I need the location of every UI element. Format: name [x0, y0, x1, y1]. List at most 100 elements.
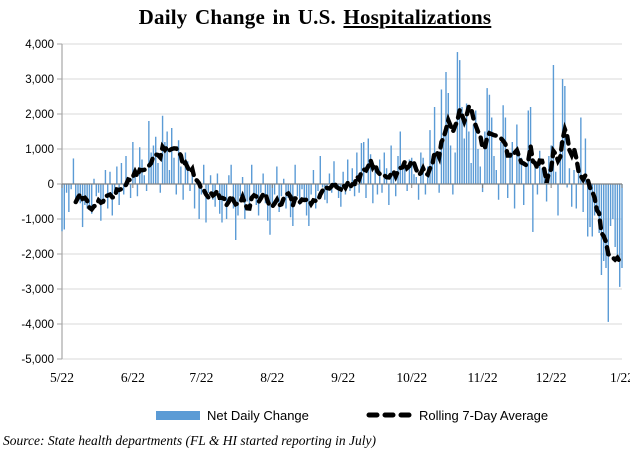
- x-axis-label: 6/22: [121, 370, 145, 385]
- net-daily-change-bar: [541, 168, 543, 184]
- net-daily-change-bar: [461, 107, 463, 184]
- net-daily-change-bar: [310, 184, 312, 195]
- hospitalizations-chart: 4,000 3,000 2,000 1,000 0 -1,000 -2,000 -3,000 -…: [21, 39, 630, 385]
- net-daily-change-bar: [596, 184, 598, 205]
- net-daily-change-bar: [207, 184, 209, 193]
- net-daily-change-bar: [612, 184, 614, 219]
- net-daily-change-bar: [180, 166, 182, 184]
- net-daily-change-bar: [253, 184, 255, 198]
- x-axis-label: 11/22: [467, 370, 497, 385]
- net-daily-change-bar: [75, 184, 77, 202]
- net-daily-change-bar: [264, 184, 267, 204]
- net-daily-change-bar: [68, 184, 70, 212]
- net-daily-change-bar: [111, 184, 113, 216]
- net-daily-change-bar: [324, 184, 326, 200]
- net-daily-change-bar: [276, 166, 278, 184]
- net-daily-change-bar: [397, 156, 399, 184]
- net-daily-change-bar: [415, 177, 417, 184]
- net-daily-change-bar: [568, 168, 571, 184]
- net-daily-change-bar: [479, 166, 481, 184]
- net-daily-change-bar: [381, 184, 383, 193]
- net-daily-change-bar: [321, 184, 324, 188]
- net-daily-change-bar: [317, 184, 319, 191]
- net-daily-change-bar: [237, 184, 239, 216]
- net-daily-change-bar: [241, 177, 244, 184]
- y-axis-label: -3,000: [21, 284, 54, 296]
- net-daily-change-bar: [159, 184, 161, 193]
- x-axis-label: 10/22: [396, 370, 427, 385]
- net-daily-change-bar: [333, 161, 335, 184]
- chart-legend: Net Daily Change Rolling 7-Day Average: [0, 403, 630, 427]
- net-daily-change-bar: [200, 184, 203, 195]
- net-daily-change-bar: [88, 184, 91, 208]
- net-daily-change-bar: [491, 117, 493, 184]
- net-daily-change-bar: [555, 171, 557, 184]
- net-daily-change-bar: [97, 184, 100, 193]
- net-daily-change-bar: [189, 184, 191, 191]
- net-daily-change-bar: [168, 170, 171, 184]
- net-daily-change-bar: [520, 157, 523, 184]
- net-daily-change-bar: [433, 107, 436, 184]
- net-daily-change-bar: [152, 145, 155, 184]
- net-daily-change-bar: [177, 140, 180, 184]
- net-daily-change-bar: [532, 184, 534, 232]
- x-axis-label: 9/22: [331, 370, 355, 385]
- title-part-2: in U.S.: [272, 5, 344, 29]
- net-daily-change-bar: [340, 184, 342, 207]
- net-daily-change-bar: [326, 184, 328, 204]
- net-daily-change-bar: [303, 184, 305, 202]
- net-daily-change-bar: [470, 163, 472, 184]
- net-daily-change-bar: [484, 131, 486, 184]
- net-daily-change-bar: [235, 184, 237, 240]
- net-daily-change-bar: [148, 121, 150, 184]
- net-daily-change-bar: [166, 131, 168, 184]
- net-daily-change-bar: [95, 184, 97, 197]
- net-daily-change-bar: [129, 184, 132, 198]
- net-daily-change-bar: [523, 184, 525, 205]
- net-daily-change-bar: [527, 110, 529, 184]
- net-daily-change-bar: [139, 147, 141, 184]
- net-daily-change-bar: [109, 171, 111, 184]
- net-daily-change-bar: [566, 184, 568, 188]
- net-daily-change-bar: [417, 184, 420, 200]
- net-daily-change-bar: [534, 163, 536, 184]
- net-daily-change-bar: [452, 184, 454, 195]
- title-part-1: Daily Change: [138, 5, 273, 29]
- net-daily-change-bar: [91, 184, 93, 214]
- y-axis-label: 4,000: [25, 39, 54, 51]
- net-daily-change-bar: [399, 131, 401, 184]
- net-daily-change-bar: [486, 88, 488, 184]
- net-daily-change-bar: [363, 142, 365, 184]
- net-daily-change-bar: [353, 184, 356, 197]
- net-daily-change-bar: [77, 184, 79, 200]
- net-daily-change-bar: [559, 142, 561, 184]
- net-daily-change-bar: [145, 184, 148, 191]
- net-daily-change-bar: [557, 184, 559, 216]
- net-daily-change-bar: [70, 184, 72, 190]
- y-axis-label: -1,000: [21, 214, 54, 226]
- net-daily-change-bar: [374, 170, 376, 184]
- net-daily-change-bar: [493, 156, 495, 184]
- legend-label-rolling-average: Rolling 7-Day Average: [419, 407, 549, 423]
- net-daily-change-bar: [312, 170, 315, 184]
- net-daily-change-bar: [513, 184, 516, 209]
- x-axis-label: 8/22: [260, 370, 284, 385]
- net-daily-change-bar: [150, 152, 152, 184]
- net-daily-change-bar: [342, 171, 344, 184]
- net-daily-change-bar: [269, 184, 271, 235]
- dashed-line-swatch: [366, 412, 412, 418]
- net-daily-change-bar: [463, 138, 465, 184]
- net-daily-change-bar: [404, 164, 406, 184]
- net-daily-change-bar: [584, 138, 587, 184]
- bar-swatch: [156, 410, 200, 420]
- net-daily-change-bar: [205, 184, 207, 223]
- net-daily-change-bar: [65, 184, 68, 193]
- net-daily-change-bar: [571, 184, 573, 207]
- net-daily-change-bar: [216, 173, 219, 184]
- net-daily-change-bar: [116, 166, 118, 184]
- net-daily-change-bar: [390, 145, 392, 184]
- net-daily-change-bar: [488, 94, 491, 184]
- net-daily-change-bar: [283, 178, 285, 184]
- net-daily-change-bar: [72, 158, 75, 184]
- net-daily-change-bar: [182, 184, 184, 200]
